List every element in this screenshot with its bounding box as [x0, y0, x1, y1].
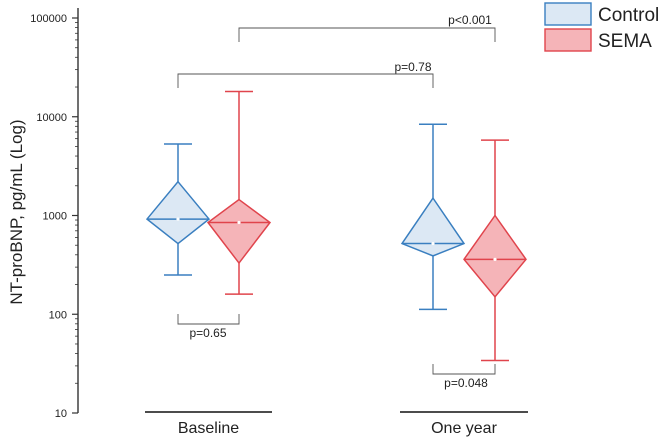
category-label: Baseline [178, 420, 239, 437]
legend: Control SEMA [544, 2, 659, 52]
bracket-mid: p=0.78 [177, 60, 434, 88]
y-tick-label: 100000 [30, 13, 67, 25]
legend-label: SEMA [598, 31, 652, 52]
legend-swatch [544, 28, 592, 52]
box-sema-0 [206, 90, 272, 295]
y-tick-label: 10 [55, 408, 67, 420]
significance-brackets: p<0.001 p=0.78 p=0.65 p=0.048 [177, 13, 496, 390]
bracket-line [432, 364, 496, 375]
legend-item-sema: SEMA [544, 28, 652, 52]
bracket-line [177, 314, 240, 325]
median-marker [237, 220, 241, 225]
median-marker [431, 241, 435, 246]
p-value-label: p<0.001 [448, 13, 492, 27]
iqr-diamond [206, 198, 272, 265]
iqr-diamond [145, 180, 211, 245]
y-tick-label: 1000 [43, 211, 67, 223]
bracket-line [238, 27, 496, 42]
median-marker [493, 257, 497, 261]
bracket-oneyear: p=0.048 [432, 364, 496, 390]
category-axis: Baseline One year [145, 411, 528, 437]
box-sema-1 [463, 139, 527, 362]
iqr-diamond [400, 196, 466, 257]
box-control-0 [145, 143, 211, 276]
box-control-1 [400, 123, 466, 311]
y-axis-title: NT-proBNP, pg/mL (Log) [7, 119, 26, 304]
median-marker [176, 217, 180, 221]
legend-label: Control [598, 5, 659, 26]
iqr-diamond [463, 214, 527, 299]
legend-item-control: Control [544, 2, 659, 26]
legend-swatch [544, 2, 592, 26]
bracket-line [177, 73, 434, 88]
y-tick-label: 10000 [36, 112, 67, 124]
p-value-label: p=0.78 [394, 60, 431, 74]
boxes [145, 90, 527, 362]
bracket-baseline: p=0.65 [177, 314, 240, 340]
category-label: One year [431, 420, 497, 437]
y-axis-ticks: 10 100 1000 10000 100000 [30, 13, 78, 420]
p-value-label: p=0.65 [189, 326, 226, 340]
bracket-top: p<0.001 [238, 13, 496, 42]
p-value-label: p=0.048 [444, 376, 488, 390]
y-tick-label: 100 [49, 309, 67, 321]
